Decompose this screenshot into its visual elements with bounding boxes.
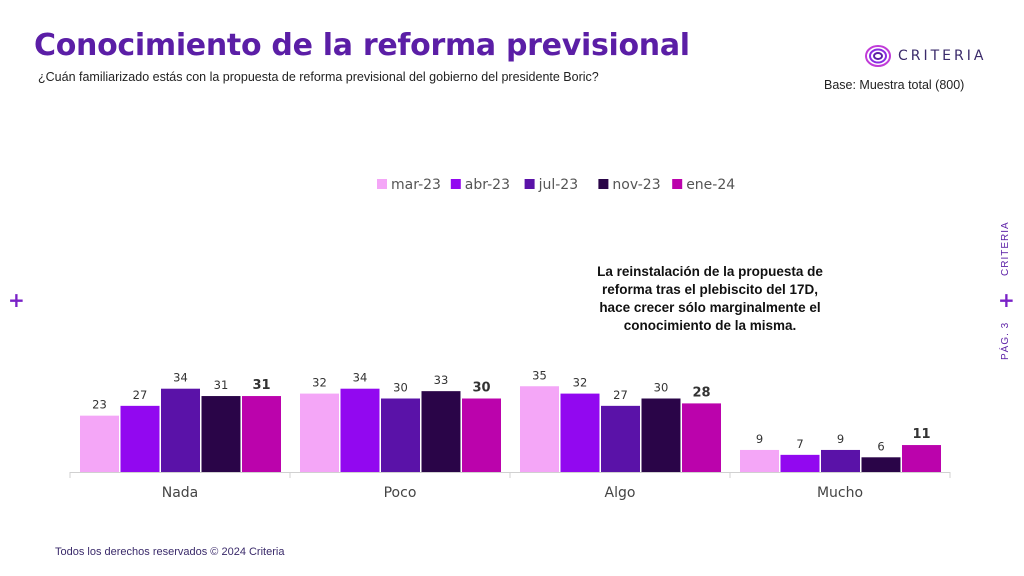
plus-icon-right: +	[998, 288, 1015, 312]
legend-swatch-ene-24	[672, 179, 683, 189]
data-label: 9	[756, 432, 763, 446]
bar-abr-23-nada	[120, 405, 160, 472]
bar-nov-23-algo	[641, 398, 681, 472]
bar-mar-23-poco	[300, 393, 339, 472]
data-label: 32	[573, 376, 588, 390]
data-label: 23	[92, 398, 107, 412]
bar-nov-23-poco	[421, 391, 461, 472]
page-subtitle: ¿Cuán familiarizado estás con la propues…	[38, 70, 599, 84]
data-label: 34	[353, 371, 368, 385]
bar-ene-24-mucho	[902, 445, 941, 472]
category-label: Poco	[384, 485, 417, 501]
category-label: Mucho	[817, 485, 863, 501]
data-label: 35	[532, 368, 547, 382]
legend-swatch-jul-23	[524, 179, 535, 189]
bar-mar-23-algo	[520, 386, 559, 472]
bar-abr-23-algo	[560, 393, 600, 472]
bar-ene-24-nada	[242, 396, 281, 472]
legend-swatch-mar-23	[377, 179, 387, 189]
bar-jul-23-nada	[161, 388, 200, 472]
bar-ene-24-poco	[462, 398, 501, 472]
chart-annotation: La reinstalación de la propuesta de refo…	[597, 264, 823, 333]
bar-nov-23-mucho	[861, 457, 901, 472]
category-label: Nada	[162, 485, 199, 501]
legend-label-mar-23: mar-23	[391, 177, 441, 193]
page-title: Conocimiento de la reforma previsional	[34, 28, 690, 63]
data-label: 31	[252, 378, 270, 393]
data-label: 34	[173, 371, 188, 385]
legend-label-jul-23: jul-23	[538, 177, 579, 193]
criteria-logo: CRITERIA	[864, 42, 986, 70]
legend-label-nov-23: nov-23	[612, 177, 660, 193]
plus-icon-left: +	[8, 288, 25, 312]
data-label: 27	[613, 388, 628, 402]
data-label: 31	[214, 378, 229, 392]
data-label: 6	[877, 439, 884, 453]
legend-label-abr-23: abr-23	[465, 177, 510, 193]
logo-text: CRITERIA	[898, 48, 987, 64]
bar-mar-23-nada	[80, 415, 119, 472]
data-label: 11	[912, 427, 930, 442]
legend-swatch-nov-23	[598, 179, 609, 189]
footer-copyright: Todos los derechos reservados © 2024 Cri…	[55, 546, 285, 558]
bar-mar-23-mucho	[740, 449, 779, 472]
data-label: 28	[692, 385, 710, 400]
bar-abr-23-poco	[340, 388, 380, 472]
data-label: 9	[837, 432, 844, 446]
bar-jul-23-poco	[381, 398, 420, 472]
data-label: 30	[393, 381, 408, 395]
criteria-logo-icon	[865, 45, 891, 67]
bar-abr-23-mucho	[780, 454, 820, 472]
bar-jul-23-algo	[601, 405, 640, 472]
category-label: Algo	[605, 485, 636, 501]
data-label: 27	[133, 388, 148, 402]
bar-nov-23-nada	[201, 396, 241, 472]
data-label: 32	[312, 376, 327, 390]
bar-ene-24-algo	[682, 403, 721, 472]
data-label: 33	[434, 373, 449, 387]
legend-label-ene-24: ene-24	[686, 177, 735, 193]
data-label: 7	[796, 437, 803, 451]
sample-base: Base: Muestra total (800)	[824, 78, 965, 92]
bar-jul-23-mucho	[821, 449, 860, 472]
data-label: 30	[472, 381, 490, 396]
data-label: 30	[654, 381, 669, 395]
legend-swatch-abr-23	[450, 179, 461, 189]
